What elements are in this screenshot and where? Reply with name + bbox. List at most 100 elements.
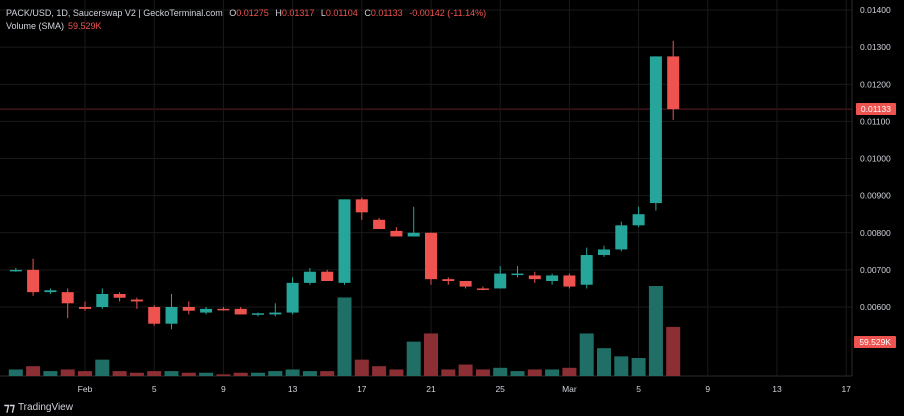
volume-value: 59.529K: [68, 21, 102, 31]
candle-body: [476, 288, 489, 290]
x-tick-label: 9: [221, 384, 226, 394]
candle-body: [649, 56, 662, 204]
open-value: 0.01275: [236, 8, 269, 18]
volume-bar: [268, 371, 283, 376]
candle-body: [407, 232, 420, 237]
volume-bar: [199, 372, 214, 376]
candle-body: [79, 307, 91, 309]
candle-body: [321, 271, 334, 282]
volume-bar: [372, 366, 387, 376]
candle-body: [252, 313, 264, 315]
x-tick-label: 25: [495, 384, 505, 394]
volume-bar: [441, 369, 456, 376]
candle-body: [9, 269, 22, 272]
candle-body: [338, 199, 351, 283]
candle-body: [442, 279, 455, 282]
candle-body: [286, 282, 299, 313]
candle-body: [546, 275, 559, 282]
volume-bar: [181, 372, 196, 376]
candle-body: [61, 292, 74, 304]
x-tick-label: 13: [772, 384, 782, 394]
candle-body: [96, 294, 109, 307]
candle-body: [494, 273, 507, 289]
volume-bar: [562, 367, 577, 376]
volume-bar: [354, 359, 369, 376]
volume-bar: [233, 372, 248, 376]
y-tick-label: 0.00900: [860, 191, 891, 201]
volume-bar: [510, 371, 525, 376]
candle-body: [303, 271, 316, 283]
candle-body: [130, 299, 143, 302]
volume-bar: [545, 369, 560, 376]
candle-body: [165, 307, 178, 324]
candle-body: [667, 56, 680, 110]
change-value: -0.00142 (-11.14%): [409, 8, 487, 18]
volume-bar: [475, 369, 490, 376]
branding-label: TradingView: [17, 402, 73, 413]
volume-bar: [458, 364, 473, 376]
candle-body: [632, 214, 645, 226]
x-tick-label: Mar: [562, 384, 577, 394]
candle-body: [511, 273, 524, 276]
chart-header: PACK/USD, 1D, Saucerswap V2 | GeckoTermi…: [6, 8, 490, 18]
volume-bar: [129, 372, 144, 376]
volume-legend: Volume (SMA) 59.529K: [6, 21, 102, 31]
candle-body: [459, 281, 472, 287]
y-tick-label: 0.00600: [860, 302, 891, 312]
high-value: 0.01317: [281, 8, 315, 18]
candle-body: [563, 275, 576, 287]
x-tick-label: Feb: [78, 384, 93, 394]
volume-bar: [406, 341, 421, 376]
candle-body: [200, 308, 213, 313]
volume-bar: [666, 326, 681, 376]
volume-bar: [78, 371, 92, 376]
volume-bar: [631, 358, 646, 376]
open-label: O: [229, 8, 237, 18]
volume-bar: [147, 371, 162, 376]
candle-body: [355, 199, 368, 213]
volume-bar: [648, 286, 663, 376]
x-tick-label: 17: [357, 384, 367, 394]
volume-bar: [614, 356, 629, 376]
volume-bar: [579, 333, 594, 376]
volume-bar: [302, 371, 317, 376]
volume-bar: [8, 369, 23, 376]
candle-body: [425, 232, 437, 280]
candle-body: [373, 219, 386, 230]
volume-bar: [26, 366, 41, 376]
candle-body: [528, 275, 541, 280]
candle-body: [148, 307, 161, 324]
candle-body: [113, 294, 126, 298]
x-tick-label: 5: [636, 384, 641, 394]
high-label: H: [275, 8, 282, 18]
close-value: 0.01133: [370, 8, 403, 18]
volume-tag: 59.529K: [854, 336, 896, 348]
x-tick-label: 9: [705, 384, 710, 394]
volume-label: Volume (SMA): [6, 21, 65, 31]
x-tick-label: 17: [841, 384, 851, 394]
volume-bar: [527, 369, 542, 376]
candle-body: [234, 308, 247, 315]
x-tick-label: 13: [288, 384, 298, 394]
y-tick-label: 0.00700: [860, 265, 891, 275]
volume-bar: [337, 297, 352, 376]
volume-bar: [164, 371, 179, 376]
candle-body: [269, 312, 282, 315]
tradingview-logo[interactable]: ⁊⁊ TradingView: [4, 401, 73, 414]
volume-bar: [493, 367, 508, 376]
candle-body: [615, 225, 628, 250]
volume-bar: [320, 371, 335, 376]
close-label: C: [364, 8, 371, 18]
symbol-label: PACK/USD, 1D, Saucerswap V2 | GeckoTermi…: [6, 8, 223, 18]
volume-bar: [389, 369, 404, 376]
volume-bar: [95, 359, 110, 376]
y-tick-label: 0.01300: [860, 42, 891, 52]
volume-bar: [60, 369, 75, 376]
tradingview-mark-icon: ⁊⁊: [4, 402, 15, 414]
volume-bar: [597, 348, 611, 376]
candle-body: [580, 255, 593, 285]
candle-body: [44, 290, 57, 293]
volume-bar: [251, 372, 265, 376]
